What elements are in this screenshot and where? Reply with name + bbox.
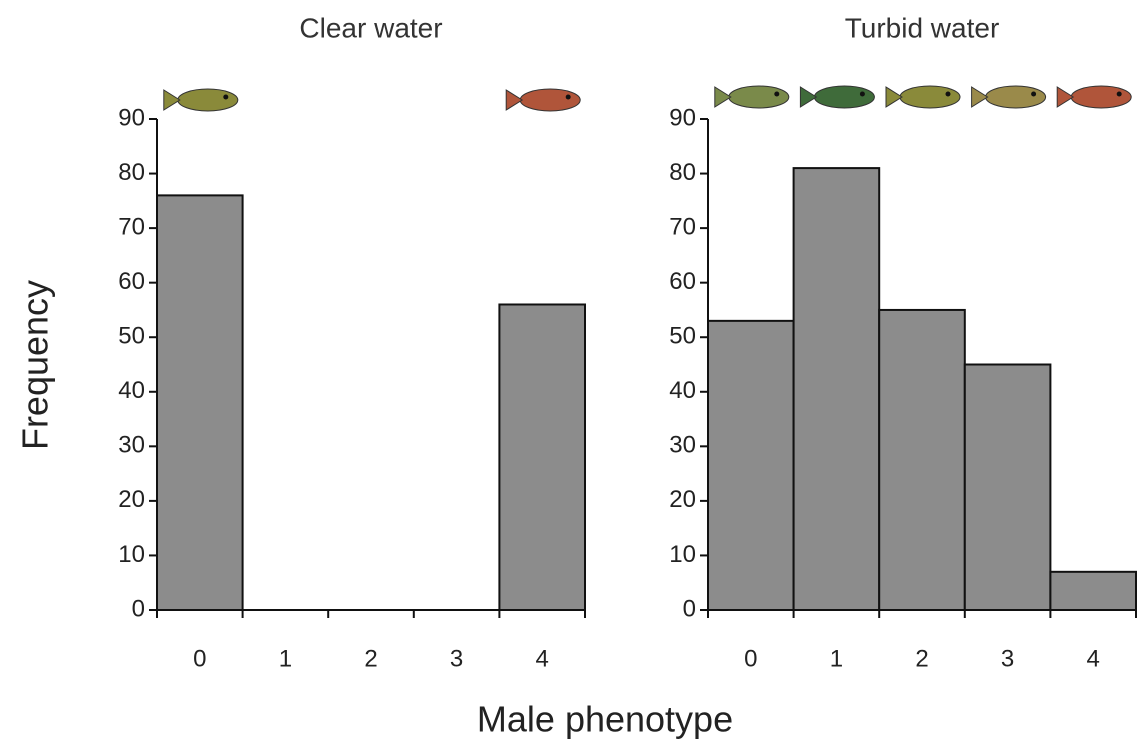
fish-icon	[506, 89, 580, 111]
fish-eye	[860, 92, 865, 97]
fish-body	[729, 86, 789, 108]
y-tick-label: 90	[118, 104, 145, 131]
y-tick-label: 0	[683, 595, 696, 622]
fish-icon	[800, 86, 874, 108]
y-tick-label: 0	[132, 595, 145, 622]
panel-title: Clear water	[299, 12, 442, 43]
fish-body	[900, 86, 960, 108]
y-tick-label: 20	[669, 486, 696, 513]
y-tick-label: 40	[118, 377, 145, 404]
y-tick-label: 50	[118, 323, 145, 350]
bar	[708, 321, 794, 610]
x-tick-label: 1	[279, 645, 292, 672]
x-tick-label: 0	[744, 645, 757, 672]
fish-tail	[886, 87, 902, 107]
fish-body	[986, 86, 1046, 108]
fish-eye	[223, 95, 228, 100]
fish-tail	[506, 90, 522, 110]
y-tick-label: 90	[669, 104, 696, 131]
y-tick-label: 70	[118, 213, 145, 240]
fish-eye	[1117, 92, 1122, 97]
fish-eye	[946, 92, 951, 97]
fish-icon	[1057, 86, 1131, 108]
y-tick-label: 30	[669, 432, 696, 459]
x-tick-label: 2	[915, 645, 928, 672]
bar	[157, 195, 243, 610]
fish-icon	[972, 86, 1046, 108]
y-tick-label: 80	[669, 159, 696, 186]
y-tick-label: 80	[118, 159, 145, 186]
fish-tail	[972, 87, 988, 107]
x-tick-label: 0	[193, 645, 206, 672]
fish-tail	[164, 90, 180, 110]
x-tick-label: 4	[1087, 645, 1100, 672]
bar	[794, 168, 880, 610]
fish-tail	[715, 87, 731, 107]
x-tick-label: 3	[1001, 645, 1014, 672]
fish-icon	[715, 86, 789, 108]
y-tick-label: 60	[669, 268, 696, 295]
bar	[879, 310, 965, 610]
y-tick-label: 50	[669, 323, 696, 350]
x-tick-label: 1	[830, 645, 843, 672]
y-tick-label: 10	[118, 541, 145, 568]
y-tick-label: 30	[118, 432, 145, 459]
fish-body	[1071, 86, 1131, 108]
x-axis-label: Male phenotype	[477, 699, 733, 740]
y-tick-label: 20	[118, 486, 145, 513]
fish-body	[814, 86, 874, 108]
bar	[965, 365, 1051, 611]
figure: Frequency Male phenotype Clear water 0 1 2 3…	[0, 0, 1148, 751]
fish-eye	[566, 95, 571, 100]
bar	[1050, 572, 1136, 610]
y-tick-label: 70	[669, 213, 696, 240]
x-tick-label: 2	[364, 645, 377, 672]
fish-icon	[886, 86, 960, 108]
fish-tail	[800, 87, 816, 107]
y-tick-label: 10	[669, 541, 696, 568]
x-tick-label: 3	[450, 645, 463, 672]
bar	[499, 304, 585, 610]
y-axis-label: Frequency	[15, 280, 56, 450]
fish-body	[178, 89, 238, 111]
fish-icon	[164, 89, 238, 111]
panel-title: Turbid water	[845, 12, 1000, 43]
fish-eye	[774, 92, 779, 97]
fish-tail	[1057, 87, 1073, 107]
x-tick-label: 4	[536, 645, 549, 672]
y-tick-label: 40	[669, 377, 696, 404]
fish-eye	[1031, 92, 1036, 97]
fish-body	[520, 89, 580, 111]
y-tick-label: 60	[118, 268, 145, 295]
